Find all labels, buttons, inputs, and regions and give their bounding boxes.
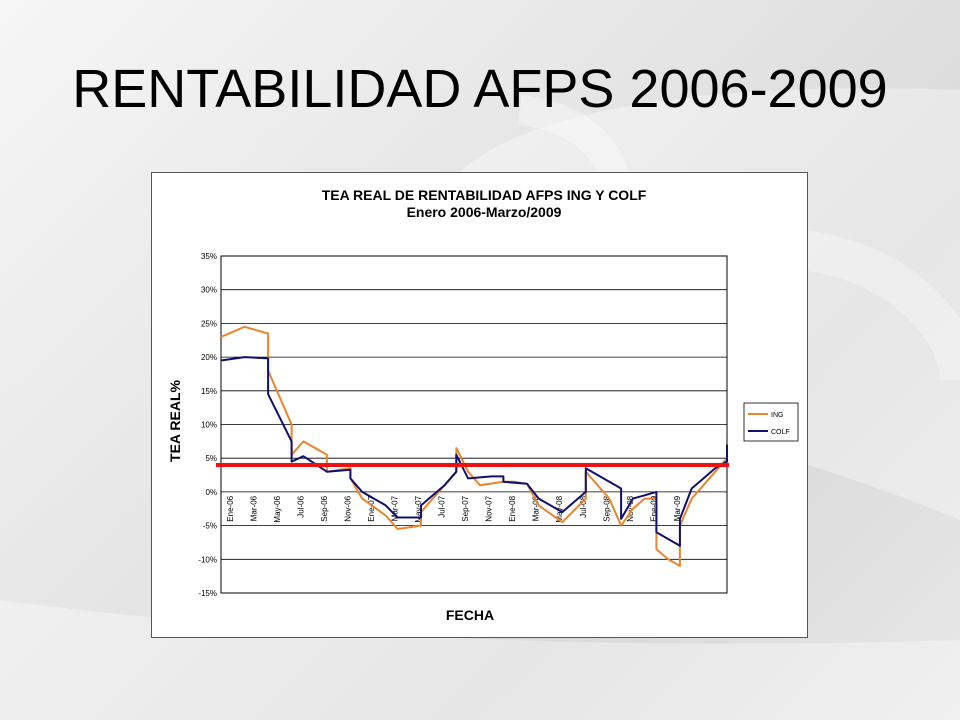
x-tick-label: Jul-07 — [438, 495, 447, 517]
x-tick-label: Nov-06 — [343, 495, 352, 521]
x-tick-label: Ene-07 — [367, 495, 376, 521]
x-tick-label: Ene-09 — [649, 495, 658, 521]
y-tick-label: -15% — [198, 589, 217, 598]
y-tick-label: 15% — [201, 387, 217, 396]
y-tick-label: 5% — [205, 454, 217, 463]
x-axis-label: FECHA — [446, 607, 494, 623]
x-tick-label: Sep-08 — [602, 495, 611, 521]
legend-box — [743, 402, 799, 442]
chart-frame: TEA REAL DE RENTABILIDAD AFPS ING Y COLF… — [151, 172, 808, 638]
chart-title: TEA REAL DE RENTABILIDAD AFPS ING Y COLF — [322, 187, 647, 203]
x-tick-label: May-06 — [273, 495, 282, 522]
x-tick-label: Sep-06 — [320, 495, 329, 521]
y-tick-label: 10% — [201, 421, 217, 430]
x-tick-label: Jul-08 — [579, 495, 588, 517]
y-tick-label: -5% — [203, 522, 217, 531]
x-tick-label: Nov-08 — [626, 495, 635, 521]
x-axis-ticks: Ene-06 Mar-06 May-06 Jul-06 Sep-06 Nov-06 Ene-… — [226, 495, 682, 522]
slide-title: RENTABILIDAD AFPS 2006-2009 — [72, 59, 888, 119]
x-tick-label: Mar-08 — [532, 495, 541, 521]
x-tick-label: Ene-06 — [226, 495, 235, 521]
y-tick-label: 30% — [201, 286, 217, 295]
x-tick-label: Ene-08 — [508, 495, 517, 521]
x-tick-label: Mar-06 — [249, 495, 258, 521]
y-tick-label: 0% — [205, 488, 217, 497]
x-tick-label: Jul-06 — [296, 495, 305, 517]
legend: ING COLF — [743, 402, 799, 442]
x-tick-label: Mar-09 — [673, 495, 682, 521]
y-axis-ticks: 35% 30% 25% 20% 15% 10% 5% 0% -5% -10% -15% — [198, 252, 217, 598]
legend-label-colf: COLF — [771, 429, 790, 436]
y-tick-label: -10% — [198, 555, 217, 564]
series-lines — [220, 325, 728, 567]
x-tick-label: May-07 — [414, 495, 423, 522]
legend-label-ing: ING — [771, 412, 783, 419]
line-chart: TEA REAL DE RENTABILIDAD AFPS ING Y COLF… — [167, 187, 799, 623]
x-tick-label: May-08 — [555, 495, 564, 522]
x-tick-label: Mar-07 — [391, 495, 400, 521]
x-tick-label: Nov-07 — [485, 495, 494, 521]
chart-subtitle: Enero 2006-Marzo/2009 — [407, 204, 562, 220]
gridlines — [220, 255, 728, 594]
y-axis-label: TEA REAL% — [167, 379, 183, 461]
y-tick-label: 35% — [201, 252, 217, 261]
x-tick-label: Sep-07 — [461, 495, 470, 521]
y-tick-label: 20% — [201, 353, 217, 362]
series-line-ing — [220, 325, 728, 567]
y-tick-label: 25% — [201, 319, 217, 328]
